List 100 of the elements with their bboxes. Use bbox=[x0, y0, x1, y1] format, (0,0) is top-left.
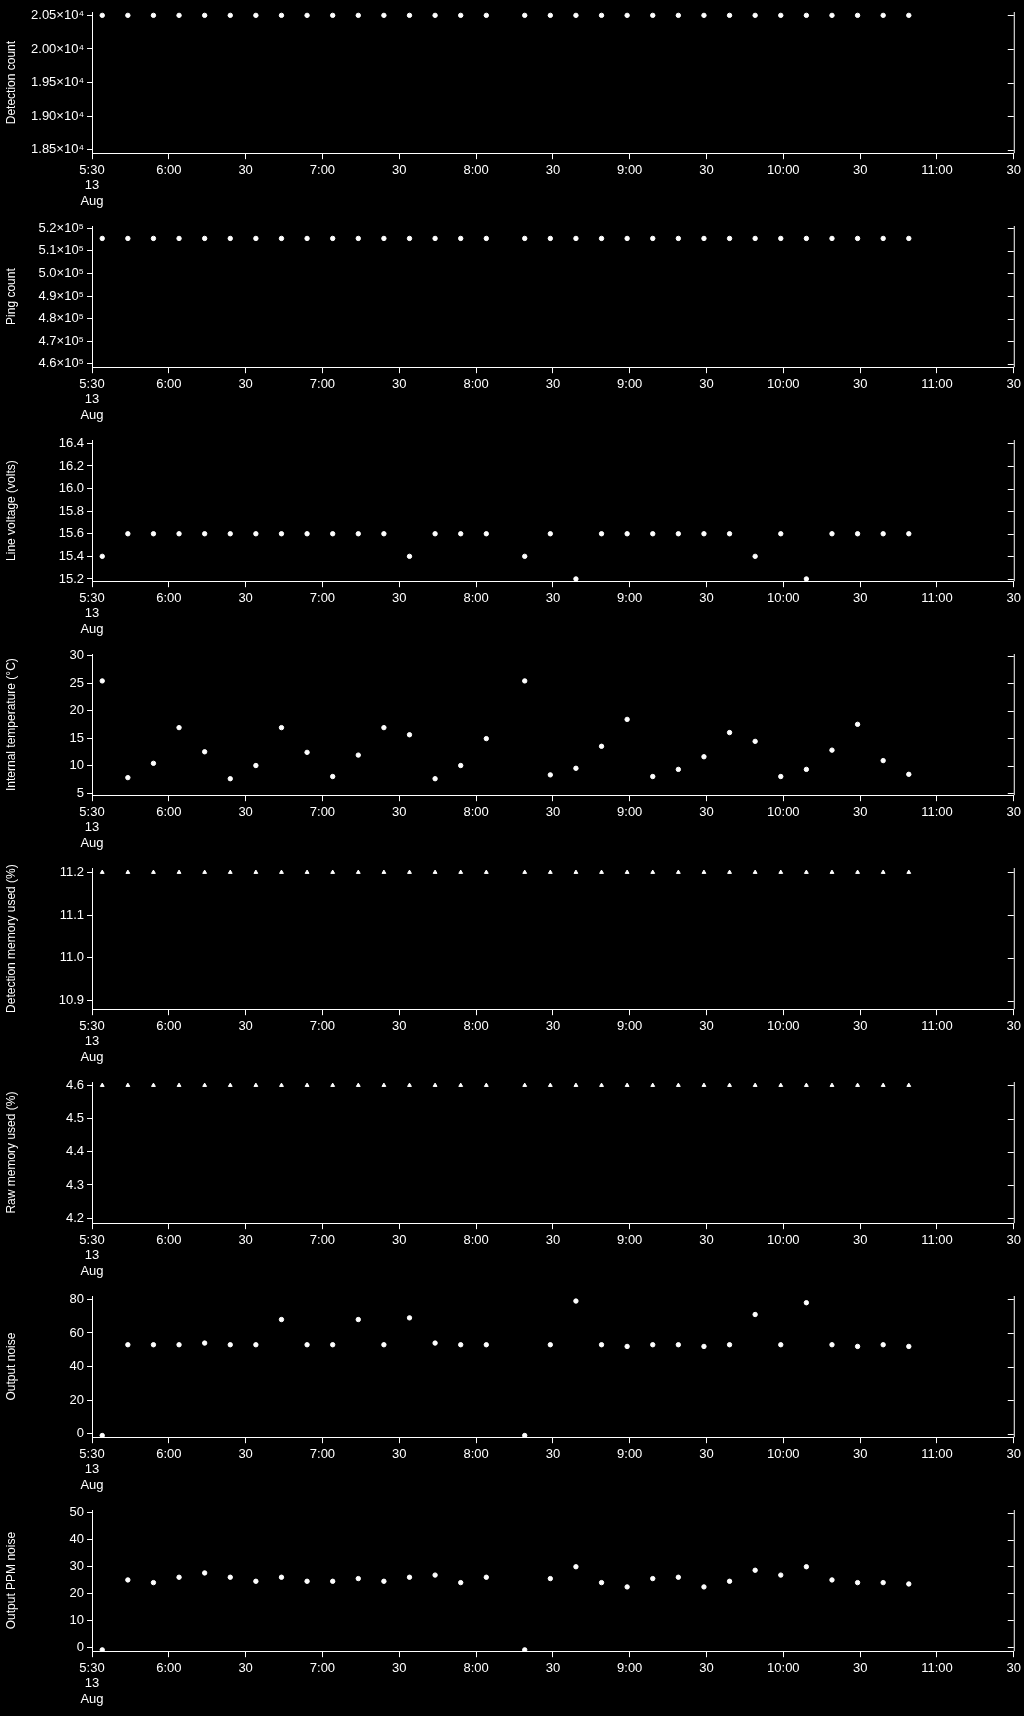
x-tick-label: 5:30 13 Aug bbox=[79, 375, 105, 422]
x-tick-label: 11:00 bbox=[921, 161, 953, 177]
y-tick-label: 4.9×10⁵ bbox=[38, 287, 84, 303]
x-tick-label: 30 bbox=[392, 1017, 407, 1033]
y-tick-label: 1.85×10⁴ bbox=[31, 141, 84, 157]
y-tick-label: 80 bbox=[69, 1290, 84, 1306]
x-tick-label: 30 bbox=[1006, 1659, 1021, 1675]
y-tick-label: 11.1 bbox=[59, 906, 84, 922]
y-tick-label: 10 bbox=[69, 1611, 84, 1627]
x-tick-label: 30 bbox=[545, 375, 561, 391]
x-tick-label: 30 bbox=[1006, 1017, 1021, 1033]
x-tick-label: 30 bbox=[392, 375, 407, 391]
x-tick-label: 6:00 bbox=[156, 803, 182, 819]
x-tick-label: 30 bbox=[1006, 589, 1021, 605]
x-tick-label: 8:00 bbox=[463, 375, 489, 391]
x-tick-label: 30 bbox=[1006, 161, 1021, 177]
x-tick-label: 5:30 13 Aug bbox=[79, 1231, 105, 1278]
y-tick-label: 5.2×10⁵ bbox=[38, 219, 84, 235]
x-tick-label: 30 bbox=[852, 1017, 868, 1033]
y-tick-label: 30 bbox=[69, 647, 84, 663]
x-tick-label: 11:00 bbox=[921, 1231, 953, 1247]
x-tick-label: 10:00 bbox=[767, 1231, 800, 1247]
x-tick-label: 9:00 bbox=[617, 1659, 643, 1675]
y-tick-label: 4.7×10⁵ bbox=[38, 332, 84, 348]
y-tick-label: 30 bbox=[69, 1558, 84, 1574]
x-tick-label: 9:00 bbox=[617, 1231, 643, 1247]
y-tick-label: 4.6 bbox=[65, 1076, 84, 1092]
y-tick-label: 4.4 bbox=[65, 1143, 84, 1159]
x-tick-label: 8:00 bbox=[463, 803, 489, 819]
x-tick-label: 7:00 bbox=[309, 1017, 336, 1033]
y-tick-label: 60 bbox=[69, 1324, 84, 1340]
x-tick-label: 30 bbox=[392, 1231, 407, 1247]
y-tick-label: 20 bbox=[69, 1391, 84, 1407]
x-tick-label: 30 bbox=[852, 589, 868, 605]
x-tick-label: 30 bbox=[545, 589, 561, 605]
x-tick-label: 9:00 bbox=[617, 803, 643, 819]
x-tick-label: 8:00 bbox=[463, 1017, 489, 1033]
x-tick-label: 9:00 bbox=[617, 589, 643, 605]
y-tick-label: 10 bbox=[69, 757, 84, 773]
y-tick-label: 16.0 bbox=[58, 480, 84, 496]
x-tick-label: 30 bbox=[852, 803, 868, 819]
y-axis-title: Detection count bbox=[3, 40, 18, 125]
x-tick-label: 7:00 bbox=[309, 375, 336, 391]
x-tick-label: 10:00 bbox=[767, 1445, 800, 1461]
x-tick-label: 30 bbox=[1006, 375, 1021, 391]
y-tick-label: 4.8×10⁵ bbox=[38, 310, 84, 326]
y-axis-title: Detection memory used (%) bbox=[3, 864, 18, 1013]
y-axis-title: Output PPM noise bbox=[3, 1531, 18, 1630]
y-tick-label: 15 bbox=[69, 729, 84, 745]
x-tick-label: 10:00 bbox=[767, 161, 800, 177]
y-tick-label: 4.5 bbox=[65, 1110, 84, 1126]
y-tick-label: 4.3 bbox=[65, 1176, 84, 1192]
y-axis-title: Raw memory used (%) bbox=[3, 1091, 18, 1214]
y-tick-label: 16.4 bbox=[58, 434, 84, 450]
x-tick-label: 10:00 bbox=[767, 1017, 800, 1033]
y-tick-label: 4.6×10⁵ bbox=[38, 355, 84, 371]
x-tick-label: 7:00 bbox=[309, 589, 336, 605]
y-tick-label: 15.4 bbox=[58, 547, 84, 563]
x-tick-label: 30 bbox=[1006, 1445, 1021, 1461]
x-tick-label: 30 bbox=[238, 375, 253, 391]
x-tick-label: 30 bbox=[392, 589, 407, 605]
x-tick-label: 5:30 13 Aug bbox=[79, 803, 105, 850]
x-tick-label: 5:30 13 Aug bbox=[79, 589, 105, 636]
x-tick-label: 30 bbox=[238, 589, 253, 605]
x-tick-label: 30 bbox=[392, 1659, 407, 1675]
y-axis-title: Ping count bbox=[3, 267, 18, 325]
x-tick-label: 5:30 13 Aug bbox=[79, 1017, 105, 1064]
x-tick-label: 30 bbox=[545, 1445, 561, 1461]
x-tick-label: 6:00 bbox=[156, 1659, 182, 1675]
x-tick-label: 30 bbox=[238, 1445, 253, 1461]
x-tick-label: 30 bbox=[699, 803, 714, 819]
x-tick-label: 8:00 bbox=[463, 589, 489, 605]
x-tick-label: 30 bbox=[699, 1231, 714, 1247]
y-axis-title: Output noise bbox=[3, 1332, 18, 1401]
x-tick-label: 8:00 bbox=[463, 1445, 489, 1461]
x-tick-label: 8:00 bbox=[463, 161, 489, 177]
y-tick-label: 15.2 bbox=[58, 570, 84, 586]
x-tick-label: 11:00 bbox=[921, 1017, 953, 1033]
x-tick-label: 10:00 bbox=[767, 803, 800, 819]
x-tick-label: 30 bbox=[699, 375, 714, 391]
y-tick-label: 11.0 bbox=[59, 949, 84, 965]
x-tick-label: 11:00 bbox=[921, 375, 953, 391]
x-tick-label: 10:00 bbox=[767, 1659, 800, 1675]
x-tick-label: 5:30 13 Aug bbox=[79, 1659, 105, 1706]
y-tick-label: 5.1×10⁵ bbox=[38, 242, 84, 258]
x-tick-label: 30 bbox=[699, 1659, 714, 1675]
x-tick-label: 6:00 bbox=[156, 1231, 182, 1247]
x-tick-label: 30 bbox=[238, 1017, 253, 1033]
y-tick-label: 5.0×10⁵ bbox=[38, 265, 84, 281]
x-tick-label: 9:00 bbox=[617, 1445, 643, 1461]
x-tick-label: 30 bbox=[852, 161, 868, 177]
x-tick-label: 11:00 bbox=[921, 1659, 953, 1675]
x-tick-label: 11:00 bbox=[921, 589, 953, 605]
x-tick-label: 30 bbox=[392, 803, 407, 819]
x-tick-label: 30 bbox=[699, 1445, 714, 1461]
x-tick-label: 6:00 bbox=[156, 161, 182, 177]
x-tick-label: 30 bbox=[238, 1659, 253, 1675]
y-tick-label: 2.00×10⁴ bbox=[31, 40, 84, 56]
x-tick-label: 11:00 bbox=[921, 803, 953, 819]
x-tick-label: 6:00 bbox=[156, 375, 182, 391]
